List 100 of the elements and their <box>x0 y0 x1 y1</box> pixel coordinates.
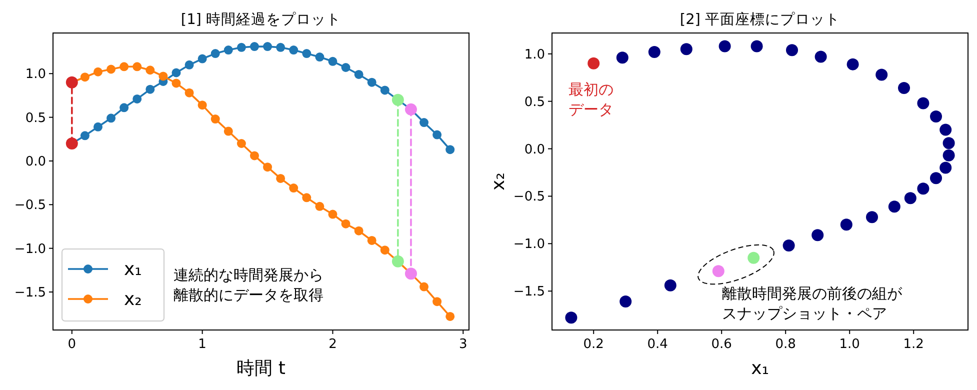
y-tick-label: −1.5 <box>513 284 545 300</box>
point <box>224 46 233 55</box>
annotation: 最初のデータ <box>568 80 614 118</box>
point <box>341 63 350 72</box>
chart-title: [1] 時間経過をプロット <box>180 11 342 28</box>
point <box>302 49 312 58</box>
point <box>276 174 286 183</box>
annotation: 連続的な時間発展から離散的にデータを取得 <box>174 266 324 304</box>
point <box>750 40 763 52</box>
point <box>106 64 116 74</box>
point <box>210 114 220 124</box>
point <box>940 124 952 136</box>
point <box>812 229 824 242</box>
point <box>250 42 259 52</box>
x-tick-label: 0.6 <box>711 337 732 352</box>
point <box>158 72 168 81</box>
point <box>120 62 129 72</box>
point <box>367 78 376 87</box>
point <box>930 110 942 122</box>
point <box>263 162 272 172</box>
point <box>289 184 298 193</box>
point <box>866 211 878 224</box>
point <box>432 297 442 306</box>
point <box>420 118 429 128</box>
point <box>315 52 324 62</box>
point <box>120 103 129 112</box>
x-axis-title: x₁ <box>751 358 769 379</box>
point <box>380 246 390 255</box>
y-tick-label: −0.5 <box>14 198 46 214</box>
point <box>898 82 910 94</box>
annotation: 離散時間発展の前後の組がスナップショット・ペア <box>722 284 903 323</box>
y-tick-label: 1.0 <box>524 47 545 62</box>
point <box>588 57 600 70</box>
point <box>172 68 181 78</box>
point <box>565 312 578 324</box>
point <box>132 62 142 72</box>
x-tick-label: 0.8 <box>775 337 796 352</box>
point <box>846 58 859 70</box>
point <box>93 122 102 132</box>
point <box>367 236 376 245</box>
y-tick-label: −1.5 <box>14 286 46 300</box>
point <box>786 44 798 56</box>
point <box>302 193 312 202</box>
point <box>184 60 194 70</box>
point <box>420 282 429 292</box>
y-tick-label: −0.5 <box>513 190 545 205</box>
point <box>146 84 155 94</box>
point <box>446 312 455 321</box>
point <box>930 172 942 184</box>
point <box>210 49 220 58</box>
y-tick-label: 0.0 <box>25 154 46 170</box>
point <box>146 66 155 75</box>
point <box>354 226 364 236</box>
point <box>917 182 930 195</box>
y-axis-title: x₂ <box>488 172 509 190</box>
point <box>620 296 632 308</box>
x-tick-label: 0 <box>68 337 76 352</box>
point <box>236 42 246 52</box>
y-tick-label: 0.0 <box>524 142 545 158</box>
legend-label: x₂ <box>124 289 142 310</box>
x-tick-label: 1.0 <box>839 337 860 352</box>
point <box>236 139 246 148</box>
x-axis-title: 時間 t <box>236 358 286 379</box>
x-tick-label: 0.4 <box>647 337 668 352</box>
point <box>354 70 364 79</box>
point <box>380 86 390 95</box>
point <box>616 52 628 64</box>
chart-title: [2] 平面座標にプロット <box>680 11 840 28</box>
x-tick-label: 3 <box>458 337 468 352</box>
point <box>917 97 930 110</box>
point <box>80 131 90 140</box>
point <box>680 43 692 56</box>
point <box>263 42 272 52</box>
point <box>315 202 324 211</box>
point <box>432 130 442 140</box>
point <box>106 114 116 123</box>
y-tick-label: −1.0 <box>513 237 545 252</box>
point <box>664 279 676 292</box>
x-tick-label: 1 <box>198 337 206 352</box>
point <box>814 50 827 63</box>
y-tick-label: 0.5 <box>524 94 545 110</box>
y-tick-label: −1.0 <box>14 242 46 257</box>
y-tick-label: 0.5 <box>25 110 46 126</box>
point <box>328 56 338 66</box>
point <box>888 200 900 213</box>
point <box>341 219 350 228</box>
point <box>172 78 181 88</box>
point <box>289 46 298 55</box>
point <box>250 151 259 160</box>
point <box>446 145 455 154</box>
point <box>198 100 207 110</box>
point <box>224 126 233 136</box>
point <box>648 46 660 58</box>
point <box>80 72 90 82</box>
point <box>748 252 760 264</box>
x-tick-label: 1.2 <box>903 337 924 352</box>
point <box>328 210 338 219</box>
point <box>132 94 142 104</box>
point <box>718 40 731 52</box>
point <box>876 68 888 81</box>
